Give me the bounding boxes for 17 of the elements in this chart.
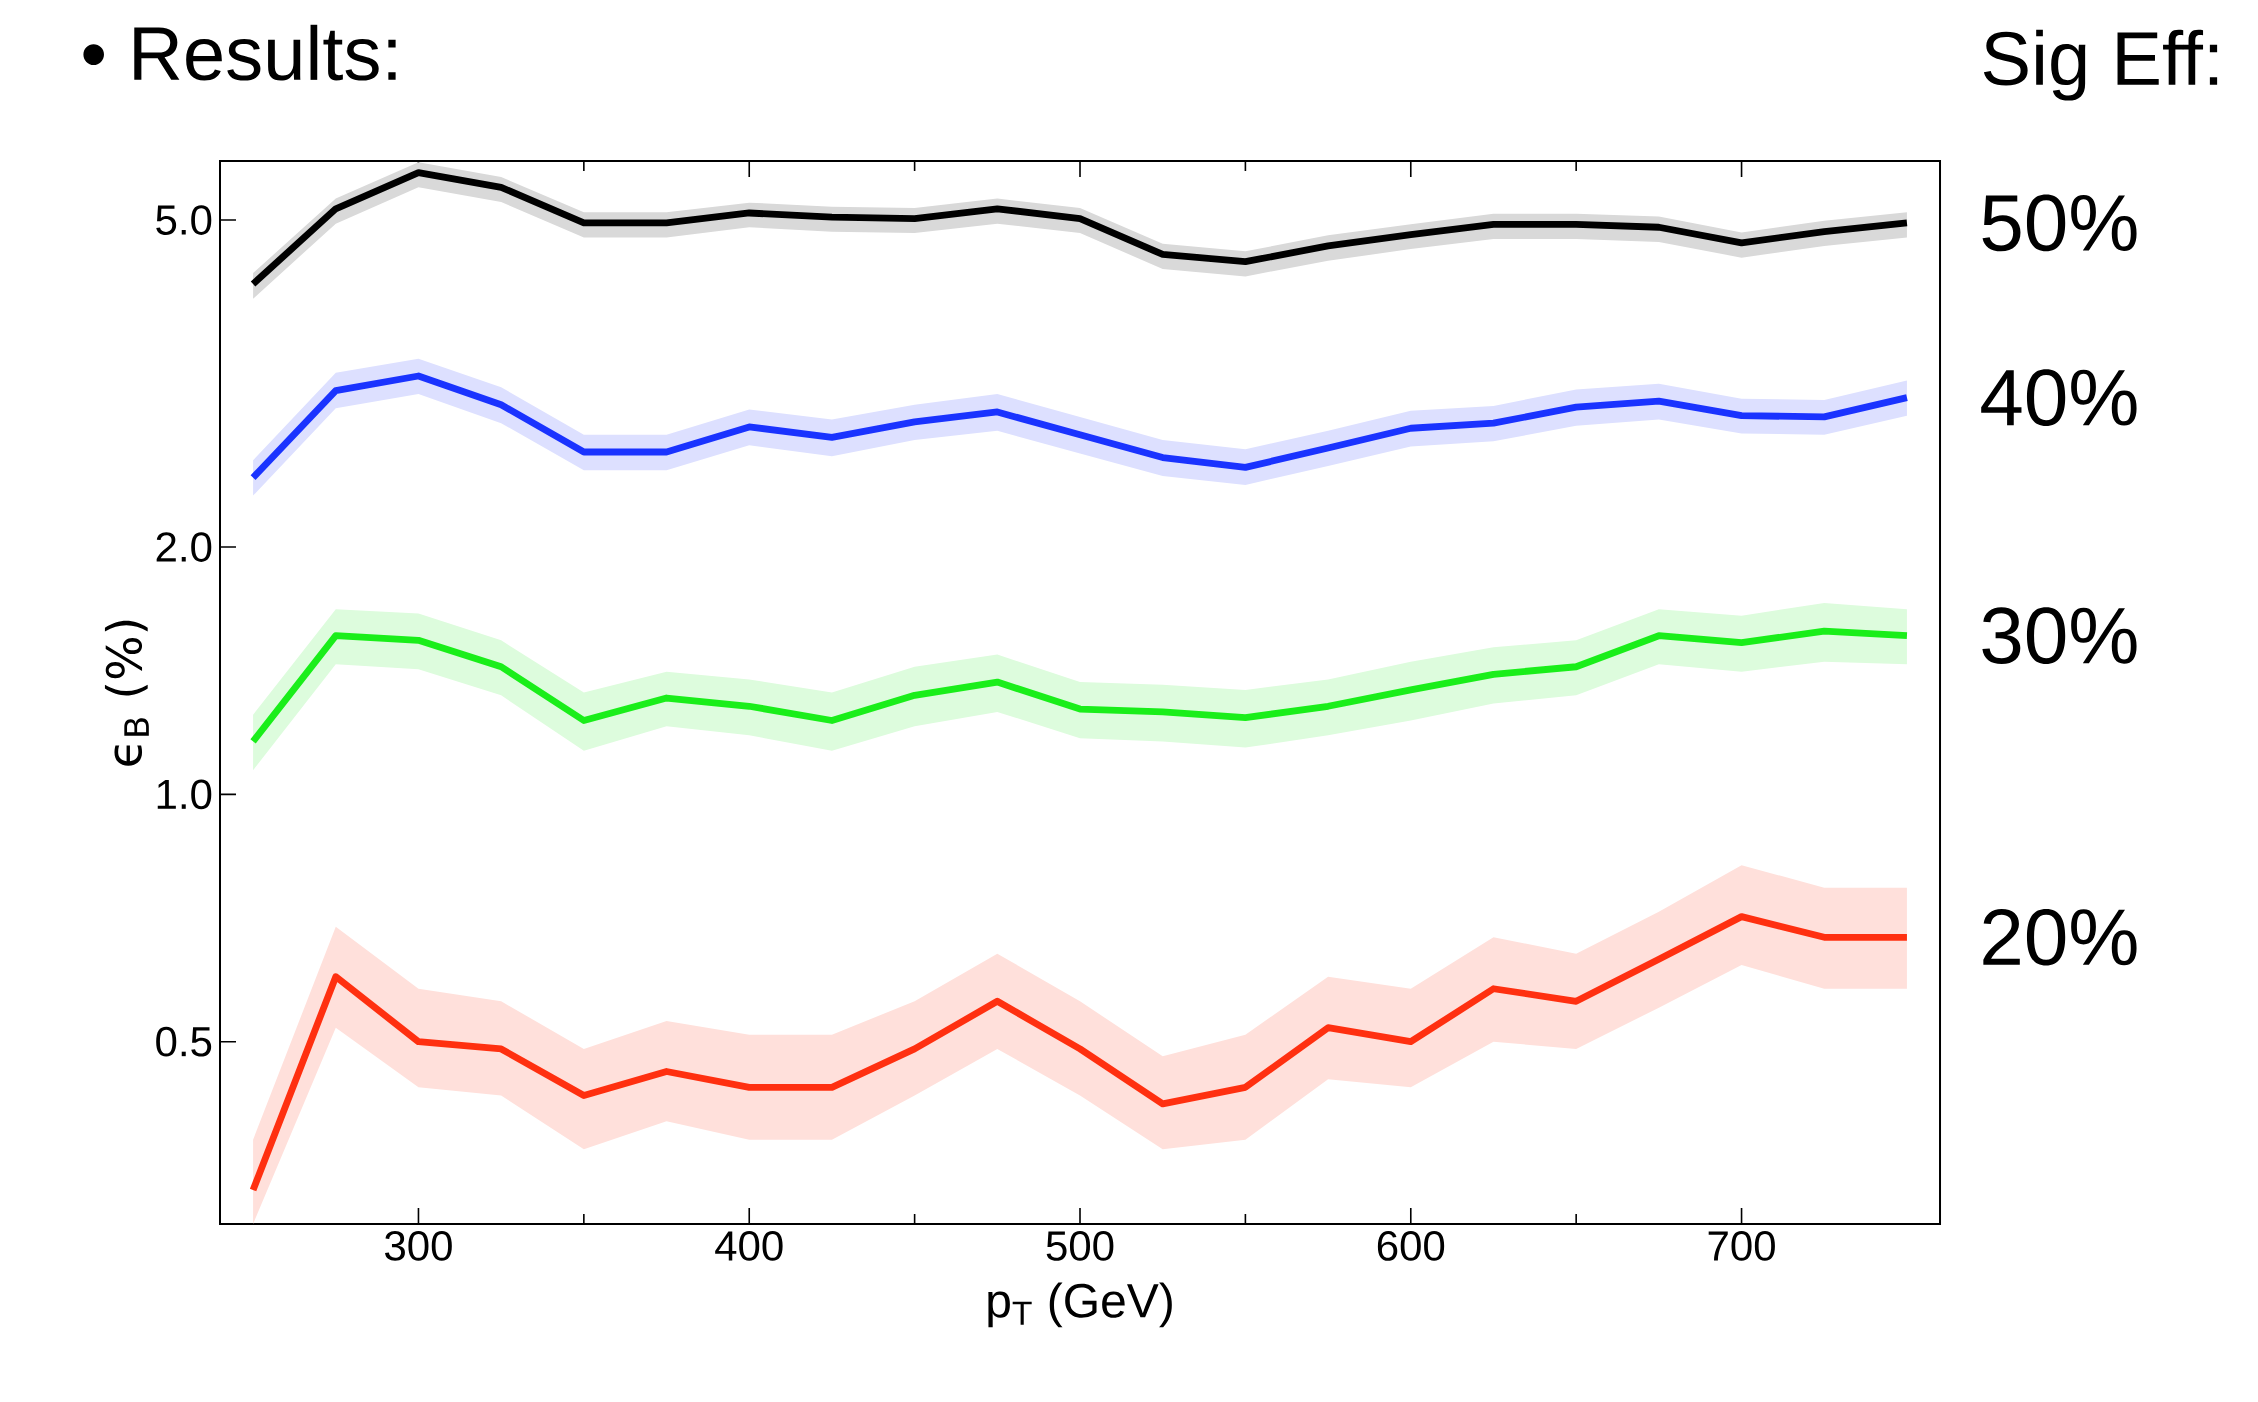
- y-tick-label: 5.0: [156, 205, 212, 235]
- x-tick-label: 600: [1377, 1231, 1445, 1261]
- y-axis-title: ϵ$_{B}$ (%): [104, 620, 149, 766]
- legend-title: Sig Eff:: [1983, 29, 2218, 101]
- x-tick-label: 400: [715, 1231, 783, 1261]
- chart-title: • Results:: [83, 24, 396, 81]
- y-tick-label: 1.0: [157, 779, 212, 810]
- series-label: 50%: [1982, 194, 2137, 252]
- y-tick-label: 0.5: [156, 1026, 212, 1057]
- x-tick-label: 500: [1046, 1231, 1114, 1261]
- series-label: 30%: [1982, 607, 2137, 665]
- x-tick-label: 700: [1708, 1231, 1775, 1261]
- series-label: 40%: [1981, 369, 2137, 426]
- x-axis-title: p$_{T}$ (GeV): [988, 1282, 1172, 1328]
- y-tick-label: 2.0: [156, 532, 212, 562]
- series-label: 20%: [1983, 908, 2137, 966]
- x-tick-label: 300: [385, 1231, 452, 1261]
